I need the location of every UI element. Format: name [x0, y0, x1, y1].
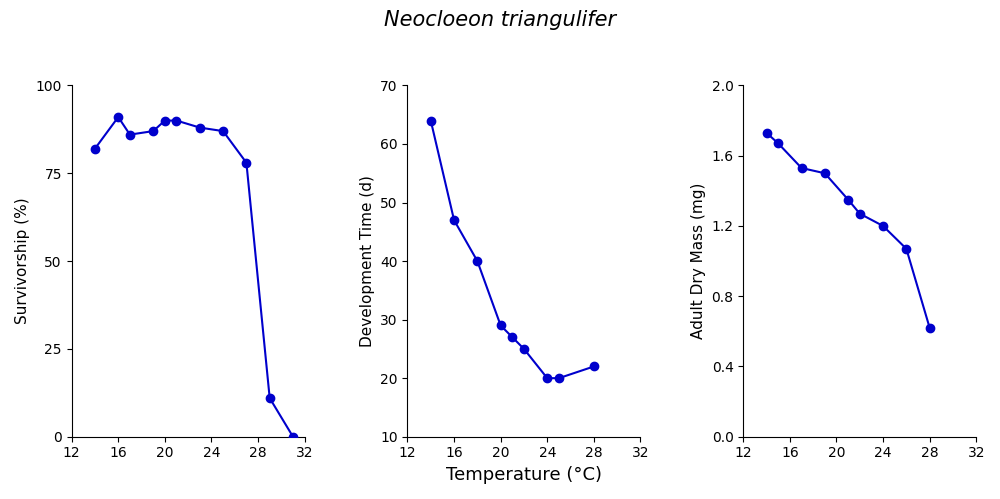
Y-axis label: Survivorship (%): Survivorship (%) — [15, 198, 30, 324]
X-axis label: Temperature (°C): Temperature (°C) — [446, 466, 602, 484]
Text: Neocloeon triangulifer: Neocloeon triangulifer — [384, 10, 616, 30]
Y-axis label: Adult Dry Mass (mg): Adult Dry Mass (mg) — [691, 183, 706, 339]
Y-axis label: Development Time (d): Development Time (d) — [360, 175, 375, 347]
